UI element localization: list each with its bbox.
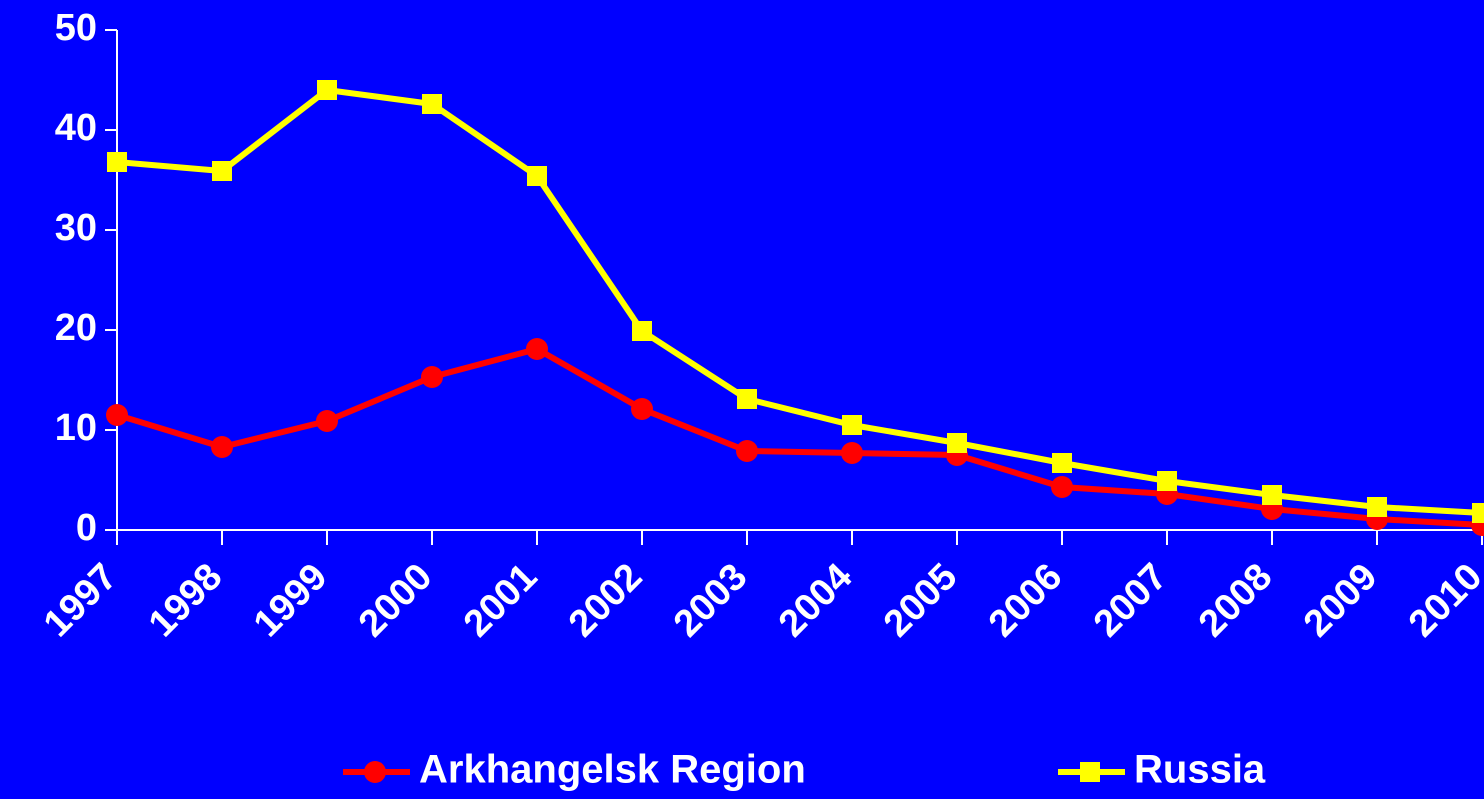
data-point — [842, 415, 862, 435]
x-tick-label: 2002 — [561, 556, 650, 645]
x-tick-label: 2009 — [1296, 556, 1385, 645]
data-point — [1472, 503, 1484, 523]
x-tick-label: 1997 — [36, 556, 125, 645]
data-point — [316, 410, 338, 432]
y-tick-label: 40 — [55, 107, 97, 149]
data-point — [106, 404, 128, 426]
data-point — [1051, 476, 1073, 498]
series-line — [116, 345, 1483, 528]
x-tick-label: 2000 — [351, 556, 440, 645]
series-line — [116, 86, 1483, 516]
x-tick-label: 2003 — [666, 556, 755, 645]
y-tick-label: 50 — [55, 7, 97, 49]
data-point — [841, 442, 863, 464]
x-tick-label: 1999 — [246, 556, 335, 645]
data-point — [107, 152, 127, 172]
legend-marker — [1080, 762, 1100, 782]
data-point — [526, 338, 548, 360]
x-tick-label: 2005 — [876, 556, 965, 645]
data-point — [736, 440, 758, 462]
x-tick-label: 2004 — [771, 556, 860, 645]
x-tick-label: 2001 — [456, 556, 545, 645]
x-tick-label: 2007 — [1086, 556, 1175, 645]
data-point — [947, 433, 967, 453]
data-point — [527, 166, 547, 186]
x-tick-label: 2006 — [981, 556, 1070, 645]
data-point — [1052, 453, 1072, 473]
data-point — [737, 389, 757, 409]
data-point — [1367, 497, 1387, 517]
data-point — [421, 366, 443, 388]
y-tick-label: 0 — [76, 507, 97, 549]
data-point — [211, 436, 233, 458]
data-point — [1157, 471, 1177, 491]
y-tick-label: 30 — [55, 207, 97, 249]
data-point — [317, 80, 337, 100]
data-point — [632, 321, 652, 341]
x-tick-label: 2008 — [1191, 556, 1280, 645]
data-point — [1262, 485, 1282, 505]
x-tick-label: 2010 — [1401, 556, 1484, 645]
data-point — [212, 161, 232, 181]
legend-marker — [364, 761, 386, 783]
y-tick-label: 20 — [55, 307, 97, 349]
legend-label: Arkhangelsk Region — [419, 748, 806, 792]
data-point — [422, 94, 442, 114]
data-point — [631, 398, 653, 420]
y-tick-label: 10 — [55, 407, 97, 449]
legend-label: Russia — [1134, 748, 1266, 792]
x-tick-label: 1998 — [141, 556, 230, 645]
